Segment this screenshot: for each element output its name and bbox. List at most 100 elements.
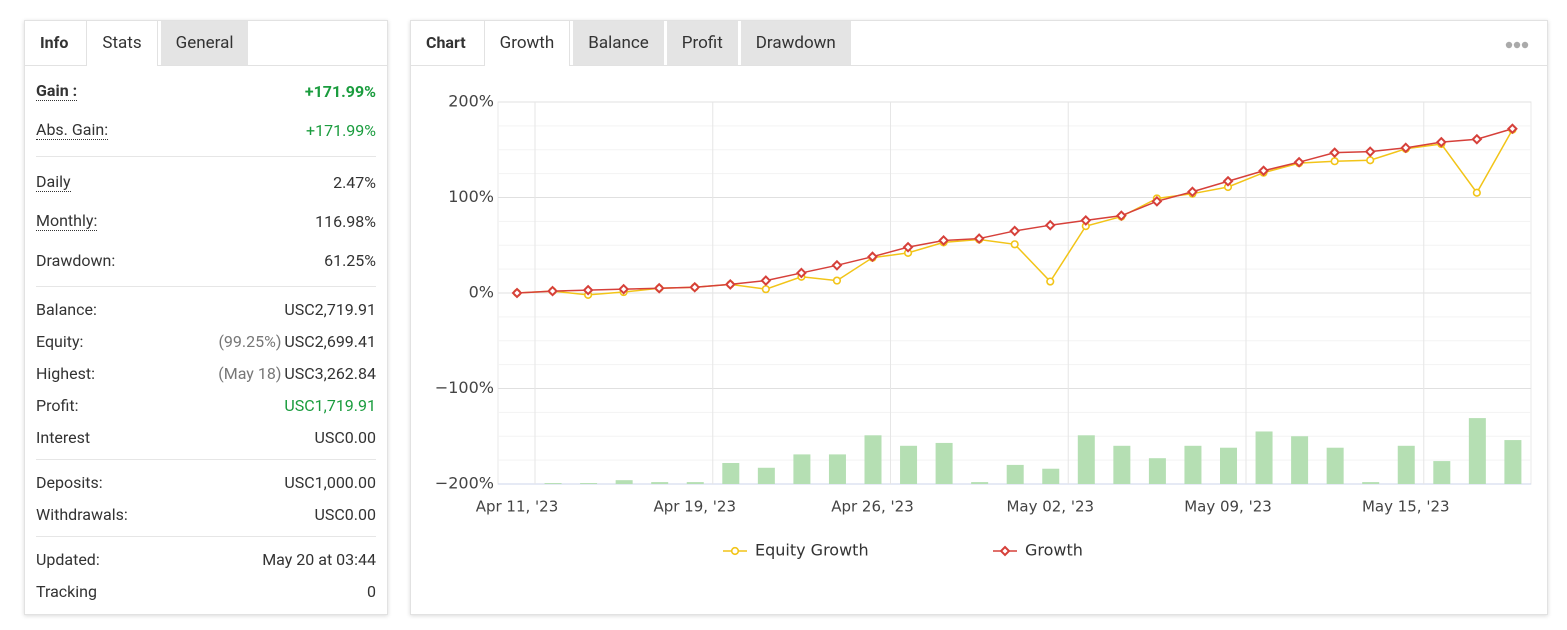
stats-row: Gain : +171.99% bbox=[36, 72, 376, 111]
stat-label: Monthly: bbox=[36, 211, 98, 231]
stats-group: Balance: USC2,719.91 Equity: (99.25%) USC2,6… bbox=[36, 287, 376, 460]
line-marker bbox=[1115, 210, 1127, 222]
tab[interactable]: Balance bbox=[573, 21, 664, 65]
line-marker bbox=[511, 287, 523, 299]
bar bbox=[1397, 445, 1415, 484]
x-tick-label: Apr 26, '23 bbox=[831, 498, 914, 516]
stats-group: Daily 2.47% Monthly: 116.98% Drawdown: 61.25% bbox=[36, 157, 376, 287]
bar bbox=[971, 482, 989, 484]
line-marker bbox=[1400, 142, 1412, 154]
line-marker bbox=[831, 259, 843, 271]
line-marker bbox=[1471, 133, 1483, 145]
stats-row: Profit: USC1,719.91 bbox=[36, 389, 376, 421]
stat-value: USC1,000.00 bbox=[284, 472, 376, 492]
bar bbox=[544, 483, 562, 484]
stat-value: USC1,719.91 bbox=[284, 395, 376, 415]
line-marker bbox=[938, 235, 950, 246]
line-marker bbox=[1187, 186, 1198, 198]
tab[interactable]: General bbox=[160, 21, 249, 65]
stat-value-wrap: 2.47% bbox=[333, 173, 376, 192]
line-marker bbox=[1222, 175, 1234, 187]
stat-value: May 20 at 03:44 bbox=[262, 549, 376, 569]
stat-value-wrap: 0 bbox=[367, 582, 376, 601]
stat-value: USC2,719.91 bbox=[284, 299, 376, 319]
line-marker bbox=[795, 267, 807, 279]
line-marker bbox=[760, 275, 772, 286]
line-marker bbox=[1330, 157, 1339, 166]
y-tick-label: 100% bbox=[448, 187, 494, 206]
bar bbox=[1220, 447, 1237, 484]
stats-group: Deposits: USC1,000.00 Withdrawals: USC0.00 bbox=[36, 460, 376, 537]
bar bbox=[1468, 418, 1486, 484]
tab[interactable]: Profit bbox=[666, 21, 738, 65]
x-tick-label: May 09, '23 bbox=[1184, 498, 1272, 516]
stats-row: Deposits: USC1,000.00 bbox=[36, 466, 376, 498]
line-marker bbox=[1044, 219, 1056, 231]
stat-value: USC0.00 bbox=[314, 427, 376, 447]
stat-value: 61.25% bbox=[324, 251, 376, 270]
line-marker bbox=[1151, 195, 1163, 207]
legend-label: Equity Growth bbox=[755, 541, 869, 560]
stats-row: Interest USC0.00 bbox=[36, 421, 376, 453]
stats-row: Monthly: 116.98% bbox=[36, 202, 376, 241]
stat-value-wrap: +171.99% bbox=[305, 82, 376, 101]
stats-list: Gain : +171.99% Abs. Gain: +171.99% Daily 2.4… bbox=[25, 66, 387, 613]
line-marker bbox=[1472, 188, 1481, 197]
line-marker bbox=[1435, 136, 1447, 148]
more-menu[interactable] bbox=[1505, 41, 1529, 49]
bar bbox=[651, 482, 669, 484]
bar bbox=[1006, 464, 1024, 484]
bar bbox=[1504, 440, 1522, 484]
line-marker bbox=[832, 276, 842, 285]
line-marker bbox=[1364, 146, 1376, 158]
bar bbox=[1255, 431, 1273, 484]
line-marker bbox=[1010, 240, 1019, 249]
line-marker bbox=[1080, 215, 1092, 226]
line-marker bbox=[1366, 156, 1375, 165]
line-marker bbox=[973, 233, 985, 244]
stat-label: Deposits: bbox=[36, 472, 103, 492]
stat-value-wrap: USC1,000.00 bbox=[284, 473, 376, 492]
stat-value-wrap: (99.25%) USC2,699.41 bbox=[218, 332, 376, 351]
stat-value: USC0.00 bbox=[314, 504, 376, 524]
bar bbox=[580, 483, 598, 484]
tab[interactable]: Stats bbox=[86, 21, 158, 66]
stat-value-wrap: (May 18) USC3,262.84 bbox=[218, 364, 376, 383]
line-marker bbox=[1329, 147, 1341, 159]
legend-marker bbox=[999, 545, 1011, 557]
stat-label: Abs. Gain: bbox=[36, 120, 109, 140]
stat-value: 2.47% bbox=[333, 173, 376, 192]
bar bbox=[1113, 445, 1131, 484]
chart-tabs: Chart Growth Balance Profit Drawdown bbox=[411, 21, 1547, 66]
line-marker bbox=[547, 285, 558, 297]
bar bbox=[1433, 461, 1451, 484]
tab: Info bbox=[25, 21, 84, 65]
stat-value-wrap: May 20 at 03:44 bbox=[262, 550, 376, 569]
stat-value-wrap: 116.98% bbox=[315, 212, 376, 231]
tab[interactable]: Growth bbox=[483, 21, 571, 66]
stats-row: Tracking 0 bbox=[36, 575, 376, 607]
stat-label: Tracking bbox=[36, 581, 97, 601]
bar bbox=[1291, 436, 1309, 484]
y-tick-label: 0% bbox=[469, 283, 494, 302]
y-tick-label: −100% bbox=[435, 378, 494, 397]
x-tick-label: Apr 19, '23 bbox=[653, 498, 736, 516]
tab: Chart bbox=[411, 21, 481, 65]
stat-label: Equity: bbox=[36, 331, 84, 351]
stats-row: Drawdown: 61.25% bbox=[36, 241, 376, 280]
bar bbox=[1184, 445, 1202, 484]
bar bbox=[615, 480, 633, 484]
legend-label: Growth bbox=[1025, 541, 1083, 560]
line-marker bbox=[618, 283, 630, 295]
stats-row: Highest: (May 18) USC3,262.84 bbox=[36, 357, 376, 389]
tab[interactable]: Drawdown bbox=[740, 21, 851, 65]
bar bbox=[828, 454, 846, 484]
stat-value: 0 bbox=[367, 581, 376, 601]
stats-group: Updated: May 20 at 03:44 Tracking 0 bbox=[36, 537, 376, 613]
stats-row: Abs. Gain: +171.99% bbox=[36, 111, 376, 150]
stat-value-wrap: USC1,719.91 bbox=[284, 396, 376, 415]
line-marker bbox=[761, 285, 770, 294]
stats-row: Daily 2.47% bbox=[36, 163, 376, 202]
stats-row: Equity: (99.25%) USC2,699.41 bbox=[36, 325, 376, 357]
bar bbox=[686, 482, 704, 484]
